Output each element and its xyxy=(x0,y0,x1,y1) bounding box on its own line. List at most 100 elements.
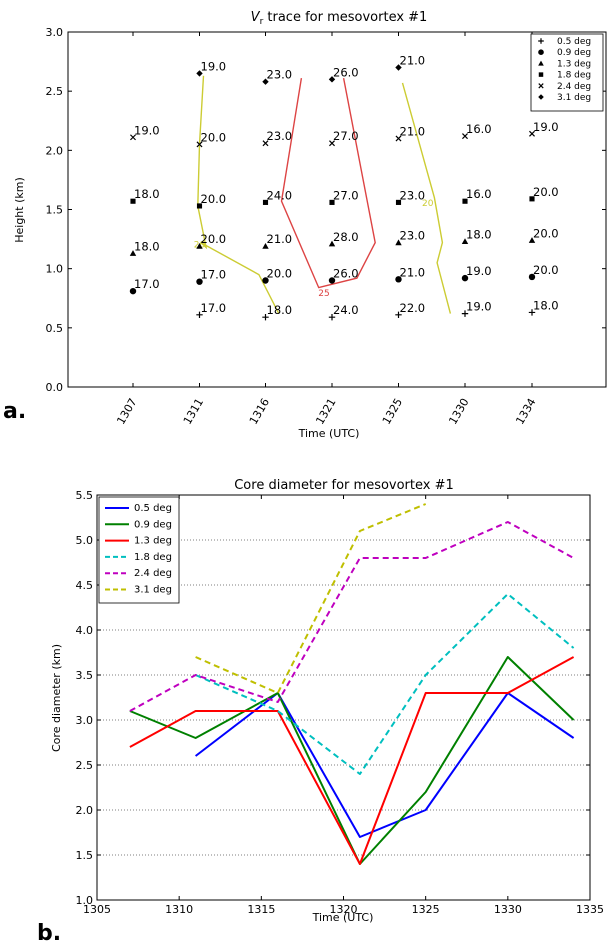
chart-a-point-label: 18.0 xyxy=(267,303,293,317)
chart-a-point-label: 20.0 xyxy=(201,192,227,206)
chart-a-legend-label: 0.5 deg xyxy=(557,37,591,47)
chart-a-point xyxy=(196,311,203,319)
chart-a-point xyxy=(328,240,336,247)
chart-a-x-tick-label: 1321 xyxy=(313,396,338,427)
chart-a-point-label: 19.0 xyxy=(201,59,227,73)
chart-a-point-label: 27.0 xyxy=(333,188,359,202)
chart-a-x-tick-label: 1325 xyxy=(380,396,405,427)
chart-a-point-label: 24.0 xyxy=(333,303,359,317)
chart-b-series xyxy=(129,503,575,865)
chart-b-legend-label: 2.4 deg xyxy=(134,568,172,579)
chart-a-point-label: 23.0 xyxy=(400,188,426,202)
chart-a-point xyxy=(196,70,203,77)
chart-a-point-label: 20.0 xyxy=(267,267,293,281)
chart-a-point-label: 21.0 xyxy=(267,232,293,246)
chart-a-point-label: 18.0 xyxy=(134,187,160,201)
chart-a-point-label: 17.0 xyxy=(201,301,227,315)
chart-b-series-line xyxy=(195,503,427,694)
chart-a-point xyxy=(528,237,536,243)
chart-a-legend-marker xyxy=(538,83,544,89)
chart-b-x-tick-label: 1305 xyxy=(83,903,111,916)
chart-a-contour-line xyxy=(401,82,452,314)
chart-a-point-label: 24.0 xyxy=(267,188,293,202)
chart-a-legend-marker xyxy=(538,49,544,55)
chart-a-legend-marker xyxy=(538,94,544,100)
chart-b-legend-label: 0.5 deg xyxy=(134,503,172,514)
chart-a-point-label: 17.0 xyxy=(201,268,227,282)
chart-a-point-label: 27.0 xyxy=(333,129,359,143)
chart-a-point xyxy=(129,287,137,295)
chart-a-point xyxy=(529,130,535,137)
chart-a-point-label: 18.0 xyxy=(466,227,492,241)
chart-a-title: Vr trace for mesovortex #1 xyxy=(251,10,428,27)
chart-a-point-label: 17.0 xyxy=(134,277,160,291)
chart-b-legend: 0.5 deg 0.9 deg 1.3 deg 1.8 deg 2.4 deg 3.1 d… xyxy=(98,496,180,604)
chart-b-legend-label: 3.1 deg xyxy=(134,585,172,596)
chart-b-x-tick-label: 1320 xyxy=(330,903,358,916)
chart-a-point xyxy=(395,135,402,142)
chart-b-x-tick-label: 1310 xyxy=(165,903,193,916)
chart-a-x-tick-label: 1311 xyxy=(181,396,206,427)
chart-b-y-tick-label: 3.0 xyxy=(76,714,94,727)
chart-a-point-label: 19.0 xyxy=(466,300,492,314)
chart-a-contour-label: 20 xyxy=(422,199,434,209)
chart-b-y-tick-label: 5.0 xyxy=(76,534,94,547)
chart-a-point xyxy=(528,309,536,316)
chart-b-x-tick-label: 1315 xyxy=(247,903,275,916)
chart-b-y-tick-label: 3.5 xyxy=(76,669,94,682)
chart-a-x-tick-label: 1330 xyxy=(446,396,471,427)
chart-a-x-tick-label: 1307 xyxy=(114,396,139,427)
chart-a-point xyxy=(529,196,535,202)
chart-b-x-tick-label: 1335 xyxy=(576,903,604,916)
chart-a-legend-label: 1.8 deg xyxy=(557,71,591,81)
chart-a-point xyxy=(196,242,203,249)
chart-a-point-label: 16.0 xyxy=(466,187,492,201)
chart-a-point xyxy=(395,199,402,205)
chart-a-point xyxy=(130,134,136,141)
chart-b-x-axis-label: Time (UTC) xyxy=(312,911,374,924)
chart-a-point-label: 26.0 xyxy=(333,267,359,281)
chart-a-point xyxy=(395,64,402,71)
chart-a-point xyxy=(462,133,468,140)
chart-a-legend-marker xyxy=(538,72,544,77)
chart-a-point xyxy=(329,140,335,147)
chart-a-legend-label: 1.3 deg xyxy=(557,59,591,69)
chart-a-y-tick-label: 2.5 xyxy=(46,85,64,98)
chart-a-point xyxy=(528,273,536,281)
chart-a-point-label: 21.0 xyxy=(400,125,426,139)
chart-a-x-axis-label: Time (UTC) xyxy=(298,427,360,440)
chart-a-legend-marker xyxy=(538,38,544,44)
chart-a-point xyxy=(129,250,137,256)
chart-a-point-label: 23.0 xyxy=(400,229,426,243)
chart-a-x-tick-label: 1316 xyxy=(247,396,272,427)
chart-a-y-tick-label: 1.0 xyxy=(46,263,64,276)
chart-a-y-tick-label: 0.0 xyxy=(46,381,64,394)
panel-label-b: b. xyxy=(37,921,61,946)
chart-a-point-label: 22.0 xyxy=(400,301,426,315)
core-diameter-chart: Core diameter for mesovortex #1 1.0 1.5 2.… xyxy=(50,478,604,924)
chart-a-point-label: 20.0 xyxy=(201,232,227,246)
chart-a-point xyxy=(196,141,203,148)
chart-a-point-label: 18.0 xyxy=(134,239,160,253)
chart-b-x-axis: 1305 1310 1315 1320 1325 1330 1335 xyxy=(83,495,604,916)
chart-a-point-label: 23.0 xyxy=(267,129,293,143)
chart-a-point xyxy=(328,277,336,284)
chart-a-point-label: 19.0 xyxy=(466,264,492,278)
chart-a-point xyxy=(462,198,468,204)
chart-a-contour-label: 25 xyxy=(318,289,329,299)
chart-a-y-tick-label: 3.0 xyxy=(46,26,64,39)
chart-b-series-line xyxy=(194,692,575,838)
chart-b-y-axis: 1.0 1.5 2.0 2.5 3.0 3.5 4.0 4.5 5.0 5.5 xyxy=(76,489,590,907)
chart-a-x-tick-label: 1334 xyxy=(513,396,538,427)
chart-a-point-label: 26.0 xyxy=(333,65,359,79)
chart-a-point-label: 16.0 xyxy=(466,122,492,136)
chart-a-legend-label: 2.4 deg xyxy=(557,82,591,92)
chart-a-legend-marker xyxy=(538,60,544,66)
chart-a-point xyxy=(328,313,336,321)
chart-a-point-label: 21.0 xyxy=(400,265,426,279)
chart-a-point-label: 20.0 xyxy=(533,226,559,240)
chart-b-y-tick-label: 5.5 xyxy=(76,489,94,502)
chart-b-y-tick-label: 4.5 xyxy=(76,579,94,592)
chart-b-legend-label: 0.9 deg xyxy=(134,519,172,530)
